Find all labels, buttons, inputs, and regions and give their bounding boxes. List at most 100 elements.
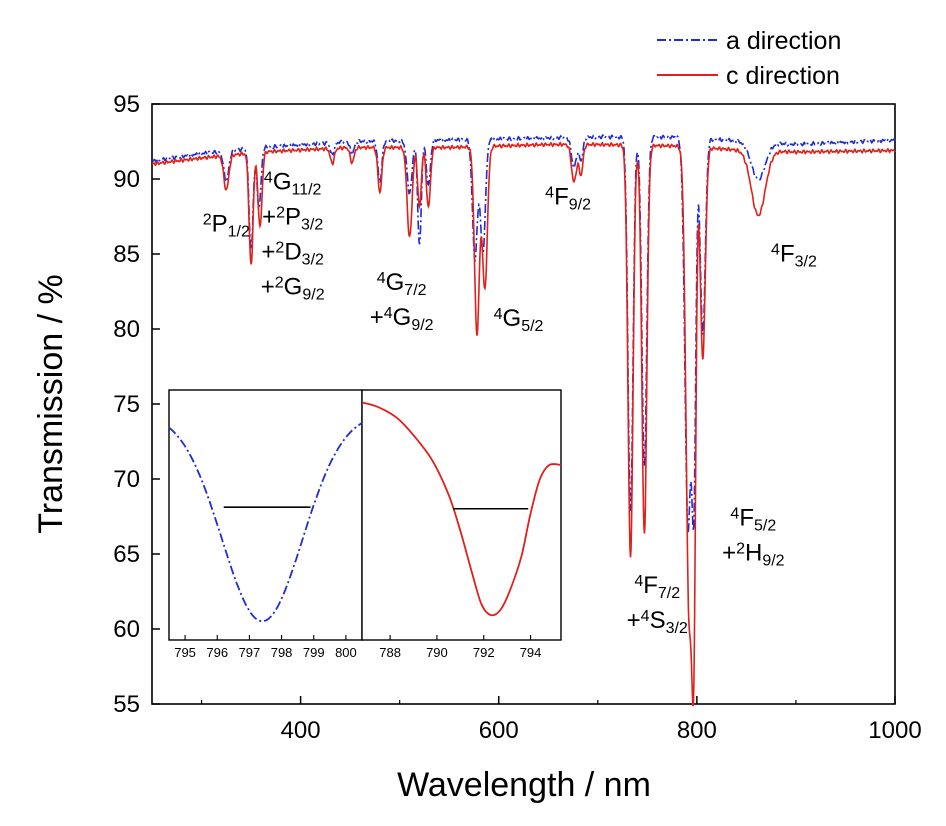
label-part: P	[285, 204, 301, 231]
label-part: 2	[276, 204, 285, 221]
x-tick-label: 600	[479, 717, 519, 744]
inset-a-tick-label: 798	[271, 645, 293, 660]
label-part: S	[650, 607, 666, 634]
transition-label-f52: 4F5/2 +2H9/2	[722, 505, 785, 570]
y-tick-label: 70	[113, 466, 140, 493]
label-part: 5/2	[754, 517, 776, 534]
inset-c-curve	[361, 401, 562, 617]
transition-label-line: 4F5/2	[730, 505, 776, 535]
transition-label-line: +4G9/2	[370, 304, 434, 334]
inset-a-frame	[168, 389, 363, 641]
insets-group: 795 796 797 798 799 800 788 790 792 794	[168, 401, 562, 660]
transition-label-line: 4F7/2	[634, 572, 680, 602]
label-part: F	[739, 505, 754, 532]
label-part: 9/2	[302, 286, 324, 303]
label-part: 4	[377, 270, 386, 287]
x-tick-label: 1000	[868, 717, 921, 744]
label-part: 2	[275, 274, 284, 291]
transition-label-line: +2D3/2	[261, 239, 324, 269]
x-tick-label: 800	[677, 717, 717, 744]
series-line-a-direction	[151, 133, 896, 534]
legend-label-a-direction: a direction	[726, 27, 841, 55]
inset-a-tick-label: 796	[206, 645, 228, 660]
label-part: 9/2	[411, 317, 433, 334]
label-part: 1/2	[228, 223, 250, 240]
label-part: G	[393, 304, 412, 331]
transition-label-line: 4G11/2	[264, 169, 322, 199]
y-tick-label: 55	[113, 691, 140, 718]
label-part: 7/2	[658, 585, 680, 602]
transition-label-line: 4G7/2	[377, 269, 427, 299]
y-tick-label: 75	[113, 391, 140, 418]
y-axis-title: Transmission / %	[32, 274, 70, 533]
label-part: G	[386, 269, 405, 296]
inset-a-tick-label: 797	[239, 645, 261, 660]
inset-a-tick-label: 800	[335, 645, 357, 660]
y-tick-label: 95	[113, 91, 140, 118]
label-part: G	[273, 169, 292, 196]
inset-c-tick-label: 788	[379, 645, 401, 660]
inset-a-tick-label: 799	[303, 645, 325, 660]
transition-label-line: 4F9/2	[545, 184, 591, 214]
label-part: +	[722, 540, 736, 567]
label-part: 2	[736, 540, 745, 557]
legend-label-c-direction: c direction	[726, 62, 840, 90]
label-part: 5/2	[521, 318, 543, 335]
label-part: +	[261, 239, 275, 266]
label-part: 9/2	[569, 196, 591, 213]
transition-label-p12: 2P1/2	[203, 211, 250, 241]
series-line-c-direction	[151, 141, 896, 707]
label-part: 4	[730, 505, 739, 522]
label-part: 3/2	[666, 620, 688, 637]
label-part: 4	[384, 305, 393, 322]
label-part: G	[503, 305, 522, 332]
x-axis-title: Wavelength / nm	[397, 766, 651, 804]
inset-c-tick-label: 790	[426, 645, 448, 660]
transition-label-line: +2H9/2	[722, 540, 785, 570]
label-part: D	[284, 239, 301, 266]
inset-c-tick-label: 794	[520, 645, 542, 660]
y-tick-label: 65	[113, 541, 140, 568]
label-part: F	[643, 572, 658, 599]
inset-c-frame	[361, 389, 562, 641]
label-part: 2	[275, 239, 284, 256]
main-series-group	[151, 133, 896, 707]
transition-label-line: 2P1/2	[203, 211, 250, 241]
transition-label-f92: 4F9/2	[545, 184, 591, 214]
y-tick-label: 80	[113, 316, 140, 343]
inset-a-tick-label: 795	[174, 645, 196, 660]
legend: a direction c direction	[657, 27, 841, 90]
label-part: 4	[771, 241, 780, 258]
transition-label-g72: 4G7/2+4G9/2	[370, 269, 434, 334]
label-part: 3/2	[795, 253, 817, 270]
label-part: +	[261, 274, 275, 301]
y-tick-label: 90	[113, 166, 140, 193]
axis-ticks-group: 55 60 65 70 75 80 85 90 95 400 600 800 1000	[113, 91, 921, 744]
transition-label-g112: 4G11/2+2P3/2+2D3/2+2G9/2	[261, 169, 325, 304]
label-part: 11/2	[291, 181, 321, 198]
y-tick-label: 60	[113, 616, 140, 643]
label-part: +	[262, 204, 276, 231]
label-part: 4	[545, 184, 554, 201]
label-part: F	[780, 241, 795, 268]
label-part: 4	[494, 306, 503, 323]
transition-label-f72: 4F7/2+4S3/2	[627, 572, 688, 637]
label-part: P	[212, 211, 228, 238]
label-part: +	[627, 607, 641, 634]
transition-labels-group: 2P1/24G11/2+2P3/2+2D3/2+2G9/24G7/2+4G9/2…	[203, 169, 817, 637]
transition-label-line: +2G9/2	[261, 274, 325, 304]
transition-label-line: +4S3/2	[627, 607, 688, 637]
inset-c-tick-label: 792	[473, 645, 495, 660]
label-part: 4	[641, 608, 650, 625]
transition-label-g52: 4G5/2	[494, 305, 544, 335]
label-part: 9/2	[762, 552, 784, 569]
label-part: 3/2	[301, 216, 323, 233]
transition-label-f32: 4F3/2	[771, 241, 817, 271]
y-tick-label: 85	[113, 241, 140, 268]
transition-label-line: +2P3/2	[262, 204, 323, 234]
label-part: 2	[203, 211, 212, 228]
label-part: 7/2	[404, 282, 426, 299]
label-part: H	[745, 540, 762, 567]
label-part: 4	[634, 573, 643, 590]
